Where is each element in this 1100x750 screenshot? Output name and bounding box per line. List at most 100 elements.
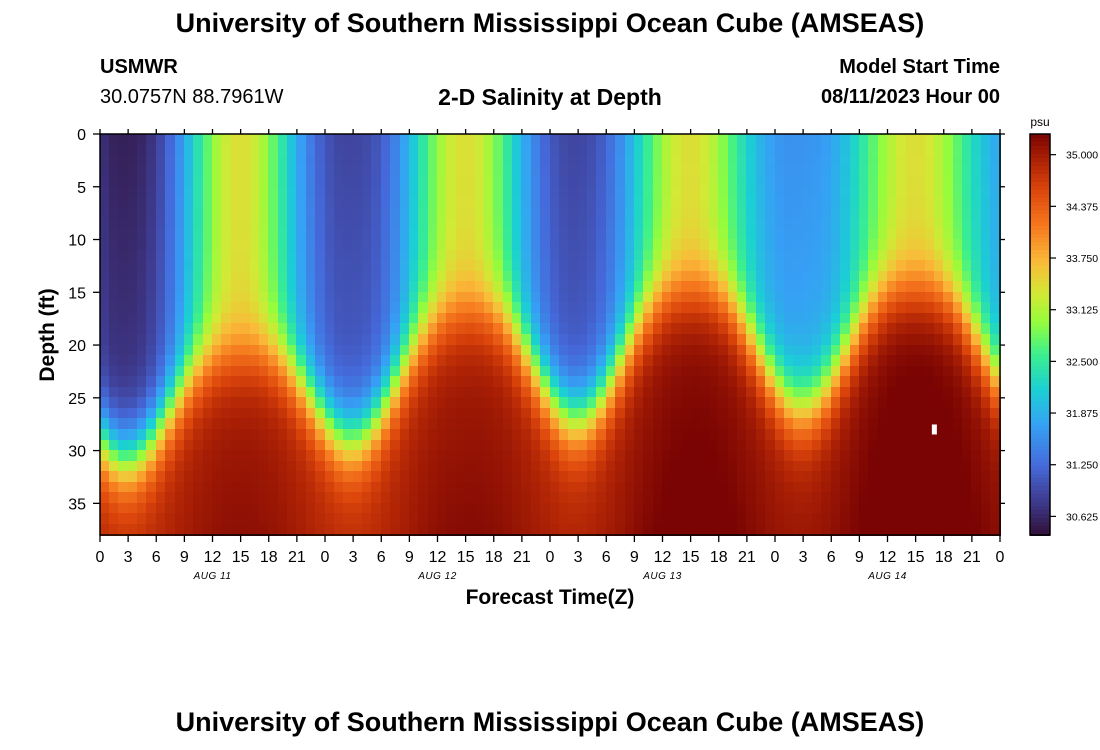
heatmap-cell	[118, 513, 130, 526]
heatmap-cell	[746, 292, 758, 304]
heatmap-cell	[953, 408, 964, 420]
heatmap-cell	[662, 292, 673, 304]
heatmap-cell	[587, 176, 598, 188]
heatmap-cell	[606, 524, 617, 536]
heatmap-cell	[803, 207, 814, 220]
heatmap-cell	[821, 207, 833, 220]
heatmap-cell	[512, 408, 523, 420]
heatmap-cell	[156, 397, 167, 410]
heatmap-cell	[906, 144, 917, 157]
colorbar-segment	[1030, 162, 1050, 168]
heatmap-cell	[896, 492, 908, 505]
heatmap-cell	[596, 250, 608, 262]
heatmap-cell	[259, 250, 270, 262]
heatmap-cell	[240, 429, 251, 442]
heatmap-cell	[362, 207, 373, 220]
heatmap-cell	[896, 461, 908, 473]
heatmap-cell	[821, 429, 833, 442]
heatmap-cell	[475, 450, 486, 463]
heatmap-cell	[118, 461, 130, 473]
heatmap-cell	[690, 176, 701, 188]
heatmap-cell	[962, 524, 973, 536]
heatmap-cell	[681, 207, 692, 220]
heatmap-cell	[653, 144, 664, 157]
heatmap-cell	[521, 482, 533, 494]
heatmap-cell	[746, 271, 758, 283]
heatmap-cell	[146, 239, 158, 252]
heatmap-cell	[446, 207, 458, 220]
heatmap-cell	[156, 323, 167, 336]
heatmap-cell	[278, 176, 289, 188]
heatmap-cell	[109, 429, 120, 442]
heatmap-cell	[868, 461, 880, 473]
heatmap-cell	[446, 345, 458, 357]
heatmap-cell	[381, 207, 392, 220]
heatmap-cell	[821, 218, 833, 230]
heatmap-cell	[428, 376, 439, 389]
heatmap-cell	[784, 165, 795, 178]
heatmap-cell	[587, 144, 598, 157]
heatmap-cell	[578, 302, 589, 315]
heatmap-cell	[625, 471, 636, 484]
heatmap-cell	[550, 134, 561, 146]
heatmap-cell	[625, 492, 636, 505]
heatmap-cell	[362, 429, 373, 442]
heatmap-cell	[906, 513, 917, 526]
heatmap-cell	[456, 228, 467, 241]
heatmap-cell	[962, 450, 973, 463]
heatmap-cell	[259, 376, 270, 389]
heatmap-cell	[250, 429, 261, 442]
heatmap-cell	[840, 334, 851, 347]
heatmap-cell	[859, 397, 870, 410]
heatmap-cell	[446, 334, 458, 347]
heatmap-cell	[221, 302, 233, 315]
heatmap-cell	[456, 218, 467, 230]
heatmap-cell	[418, 165, 430, 178]
heatmap-cell	[278, 524, 289, 536]
heatmap-cell	[531, 144, 542, 157]
heatmap-cell	[700, 471, 711, 484]
heatmap-cell	[596, 492, 608, 505]
heatmap-cell	[296, 155, 308, 167]
heatmap-cell	[446, 397, 458, 410]
heatmap-cell	[259, 345, 270, 357]
heatmap-cell	[343, 471, 355, 484]
heatmap-cell	[531, 366, 542, 378]
heatmap-cell	[878, 228, 889, 241]
heatmap-cell	[709, 302, 720, 315]
heatmap-cell	[371, 334, 383, 347]
heatmap-cell	[446, 186, 458, 199]
heatmap-cell	[775, 207, 786, 220]
heatmap-cell	[878, 450, 889, 463]
heatmap-cell	[493, 397, 505, 410]
heatmap-cell	[456, 239, 467, 252]
heatmap-cell	[831, 524, 842, 536]
heatmap-cell	[371, 492, 383, 505]
heatmap-cell	[418, 186, 430, 199]
heatmap-cell	[137, 186, 148, 199]
heatmap-cell	[128, 471, 139, 484]
colorbar-segment	[1030, 178, 1050, 184]
heatmap-cell	[278, 345, 289, 357]
heatmap-cell	[400, 366, 411, 378]
heatmap-cell	[456, 461, 467, 473]
heatmap-cell	[381, 239, 392, 252]
heatmap-cell	[512, 165, 523, 178]
heatmap-cell	[259, 471, 270, 484]
heatmap-cell	[268, 513, 280, 526]
heatmap-cell	[793, 271, 805, 283]
colorbar-segment	[1030, 398, 1050, 404]
heatmap-cell	[606, 207, 617, 220]
heatmap-cell	[746, 345, 758, 357]
heatmap-cell	[550, 366, 561, 378]
heatmap-cell	[100, 155, 111, 167]
heatmap-cell	[184, 482, 195, 494]
heatmap-cell	[896, 450, 908, 463]
heatmap-cell	[578, 418, 589, 431]
heatmap-cell	[728, 366, 739, 378]
heatmap-cell	[240, 334, 251, 347]
heatmap-cell	[737, 155, 748, 167]
x-tick-label: 15	[232, 549, 250, 566]
heatmap-cell	[915, 440, 926, 452]
colorbar-segment	[1030, 302, 1050, 308]
